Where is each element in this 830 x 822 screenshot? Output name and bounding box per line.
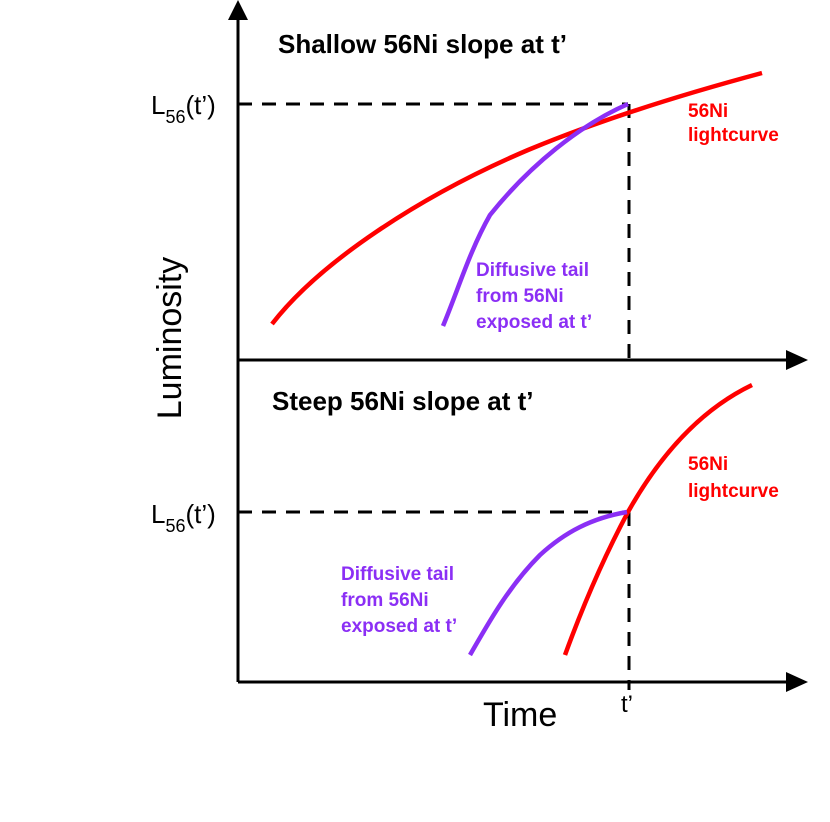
top-level-label-main: L [151,90,165,120]
top-red-label-line2: lightcurve [688,125,779,146]
t-prime-tick-label: t’ [621,691,633,718]
bottom-purple-label-line3: exposed at t’ [341,616,457,637]
top-purple-label-line2: from 56Ni [476,286,564,307]
bottom-level-label-arg: (t’) [186,499,216,529]
bottom-red-label-line2: lightcurve [688,481,779,502]
axes [228,0,808,692]
bottom-level-label: L56(t’) [151,499,216,536]
y-axis-label: Luminosity [151,257,189,420]
top-diffusive-tail [440,101,629,327]
bottom-ni56-lightcurve [562,382,753,656]
top-level-label-sub: 56 [165,107,185,127]
top-level-label-arg: (t’) [186,90,216,120]
bottom-purple-label-line2: from 56Ni [341,590,429,611]
bottom-level-label-main: L [151,499,165,529]
top-x-axis-arrowhead [786,350,808,370]
bottom-panel-title: Steep 56Ni slope at t’ [272,386,534,416]
y-axis-arrowhead [228,0,248,20]
bottom-diffusive-tail [468,509,628,657]
bottom-panel: Steep 56Ni slope at t’ L56(t’) 56Ni ligh… [151,382,779,690]
top-red-label-line1: 56Ni [688,101,728,122]
top-panel: Shallow 56Ni slope at t’ L56(t’) 56Ni li… [151,29,779,360]
bottom-purple-label-line1: Diffusive tail [341,564,454,585]
top-ni56-lightcurve [270,70,763,326]
top-level-label: L56(t’) [151,90,216,127]
top-purple-label-line3: exposed at t’ [476,312,592,333]
top-panel-title: Shallow 56Ni slope at t’ [278,29,567,59]
bottom-level-label-sub: 56 [165,516,185,536]
top-purple-label-line1: Diffusive tail [476,260,589,281]
x-axis-label: Time [483,696,557,734]
bottom-x-axis-arrowhead [786,672,808,692]
bottom-red-label-line1: 56Ni [688,454,728,475]
